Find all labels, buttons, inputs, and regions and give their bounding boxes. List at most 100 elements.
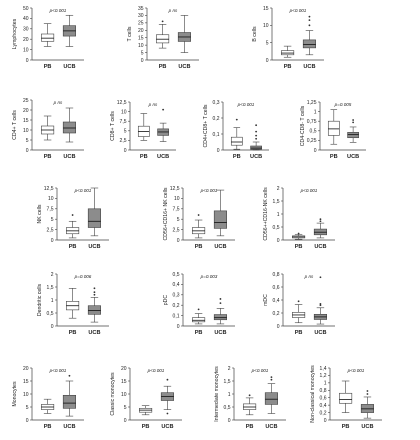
panel-cd56-cd16-nk-cells: 0 0,5 1 1,5 2 CD56++CD16-NK cells p<0.001 PB UCB: [263, 186, 335, 250]
outlier-point-ucb: [319, 218, 322, 221]
outlier-point-pb: [297, 232, 300, 235]
y-tick-label: 25: [23, 98, 29, 104]
y-tick-label: 0: [26, 418, 29, 424]
y-axis-title: CD56++CD16-NK cells: [263, 187, 269, 241]
p-value-label: p ns: [148, 102, 158, 107]
y-tick-label: 0,5: [310, 129, 317, 135]
y-tick-label: 0,3: [213, 100, 220, 106]
y-tick-label: 1,2: [320, 373, 327, 379]
panel-lymphocytes: 0 10 20 30 40 50 Lymphocytes p<0.001 PB UCB: [12, 6, 84, 70]
x-tick-label-ucb: UCB: [250, 154, 262, 160]
y-tick-label: 2: [51, 272, 54, 278]
y-tick-label: 30: [138, 13, 144, 19]
y-tick-label: 1,4: [320, 366, 327, 372]
y-tick-label: 1,5: [224, 379, 231, 385]
y-axis-title: B cells: [252, 26, 258, 42]
x-tick-label-pb: PB: [140, 154, 148, 160]
y-tick-label: 0,6: [320, 396, 327, 402]
y-tick-label: 0,5: [47, 311, 54, 317]
x-tick-label-ucb: UCB: [303, 64, 315, 70]
p-value-label: p=0.005: [334, 102, 352, 107]
y-tick-label: 7,5: [173, 207, 180, 213]
y-tick-label: 7,5: [47, 207, 54, 213]
x-tick-label-pb: PB: [44, 64, 52, 70]
y-tick-label: 0,6: [273, 285, 280, 291]
y-tick-label: 0: [324, 418, 327, 424]
y-tick-label: 0,1: [173, 313, 180, 319]
panel-dendritic-cells: 0 0,5 1 1,5 2 Dendritic cells p=0.006 PB UCB: [37, 272, 109, 336]
outlier-point-pb: [235, 118, 238, 121]
y-tick-label: 5: [26, 138, 29, 144]
y-tick-label: 2: [277, 186, 280, 192]
y-tick-label: 1: [277, 212, 280, 218]
outlier-point-ucb: [319, 276, 322, 279]
outlier-point-pb: [71, 214, 74, 216]
y-tick-label: 2,5: [120, 138, 127, 144]
x-tick-label-pb: PB: [295, 244, 303, 250]
panel-intermediate-monocytes: 0 0,5 1 1,5 2 Intermediate monocytes p<0.001 PB…: [214, 366, 286, 430]
outlier-point-ucb: [255, 134, 258, 137]
x-tick-label-ucb: UCB: [88, 244, 100, 250]
panel-monocytes: 0 5 10 15 20 Monocytes p<0.001 PB UCB: [12, 366, 84, 430]
outlier-point-pb: [197, 308, 200, 311]
x-tick-label-pb: PB: [69, 330, 77, 336]
y-tick-label: 0,8: [320, 388, 327, 394]
y-tick-label: 40: [23, 16, 29, 22]
panel-pdc: 0 0,1 0,2 0,3 0,4 0,5 pDC p=0.003 PB UCB: [163, 272, 235, 336]
p-value-label: p<0.001: [347, 368, 365, 373]
y-tick-label: 0,4: [173, 282, 180, 288]
outlier-point-ucb: [166, 412, 169, 415]
y-tick-label: 20: [138, 28, 144, 34]
y-tick-label: 5: [124, 129, 127, 135]
y-tick-label: 0: [124, 148, 127, 154]
outlier-point-ucb: [255, 137, 258, 140]
y-tick-label: 0: [26, 148, 29, 154]
y-tick-label: 0,5: [224, 405, 231, 411]
y-tick-label: 1: [228, 392, 231, 398]
outlier-point-pb: [248, 394, 251, 397]
y-tick-label: 10: [23, 128, 29, 134]
y-tick-label: 12,5: [117, 100, 127, 106]
y-tick-label: 10: [48, 196, 54, 202]
y-tick-label: 2,5: [173, 227, 180, 233]
y-tick-label: 12,5: [44, 186, 54, 192]
outlier-point-ucb: [166, 378, 169, 381]
y-tick-label: 20: [23, 37, 29, 43]
outlier-point-ucb: [93, 293, 96, 296]
y-tick-label: 0: [51, 324, 54, 330]
y-tick-label: 0: [266, 58, 269, 64]
y-tick-label: 0,25: [307, 138, 317, 144]
y-tick-label: 0,8: [273, 272, 280, 278]
x-tick-label-pb: PB: [44, 154, 52, 160]
box-ucb: [87, 208, 101, 228]
p-value-label: p<0.001: [300, 188, 318, 193]
x-tick-label-pb: PB: [44, 424, 52, 430]
x-tick-label-pb: PB: [233, 154, 241, 160]
outlier-point-ucb: [68, 374, 71, 377]
outlier-point-ucb: [270, 376, 273, 378]
y-tick-label: 10: [174, 196, 180, 202]
y-tick-label: 10: [23, 47, 29, 53]
box-ucb: [62, 121, 76, 134]
x-tick-label-pb: PB: [195, 330, 203, 336]
y-tick-label: 0,3: [173, 293, 180, 299]
y-tick-label: 0,2: [173, 303, 180, 309]
y-axis-title: Lymphocytes: [12, 18, 18, 49]
y-tick-label: 2: [228, 366, 231, 372]
y-axis-title: CD4-CD8- T cells: [300, 105, 306, 146]
x-tick-label-ucb: UCB: [63, 64, 75, 70]
y-tick-label: 0: [124, 418, 127, 424]
x-tick-label-pb: PB: [284, 64, 292, 70]
panel-classic-monocytes: 0 5 10 15 20 Classic monocytes p<0.001 PB UCB: [110, 366, 182, 430]
p-value-label: p=0.003: [200, 274, 218, 279]
y-tick-label: 1,25: [307, 100, 317, 106]
p-value-label: p<0.001: [49, 368, 67, 373]
y-tick-label: 15: [138, 36, 144, 42]
y-tick-label: 1,5: [273, 199, 280, 205]
outlier-point-ucb: [219, 302, 222, 305]
y-tick-label: 0: [277, 324, 280, 330]
